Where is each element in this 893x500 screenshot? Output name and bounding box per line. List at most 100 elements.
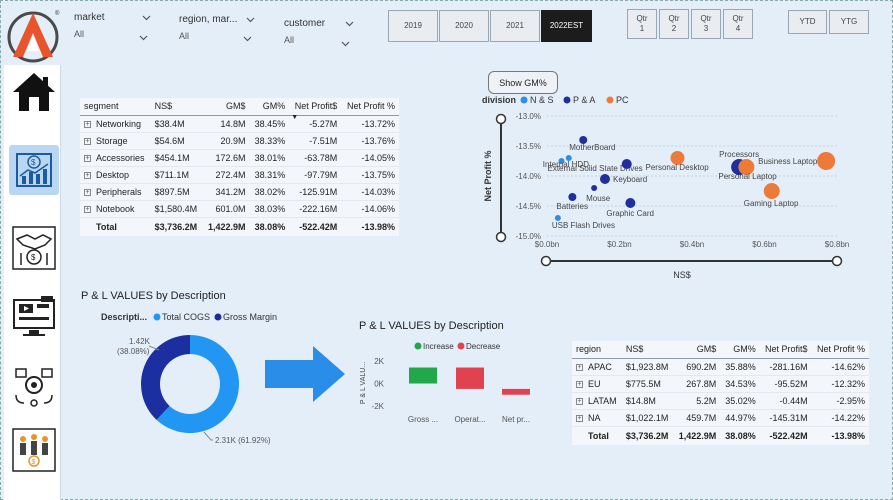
scatter-point-label: Keyboard [613,175,647,184]
scatter-point-label: Internal HDD [543,160,589,169]
year-button-2022est[interactable]: 2022EST [541,10,592,42]
expand-icon[interactable]: + [84,155,91,163]
scatter-point[interactable] [625,198,636,208]
expand-icon[interactable]: + [84,206,91,214]
segment-row[interactable]: + Networking $38.4M 14.8M 38.45% -5.27M -13.72… [80,115,399,133]
scatter-point-label: Mouse [586,194,611,203]
legend-item[interactable]: Decrease [466,342,501,351]
region-total-row: Total $3,736.2M 1,422.9M 38.08% -522.42M -13.… [572,426,869,445]
waterfall-bar[interactable] [502,388,530,395]
segment-row[interactable]: + Storage $54.6M 20.9M 38.33% -7.51M -13.76% [80,132,399,150]
region-row[interactable]: + EU $775.5M 267.8M 34.53% -95.52M -12.32% [572,375,869,393]
x-range-slider-handle[interactable] [540,255,552,267]
legend-item[interactable]: P & A [573,95,595,105]
col-header[interactable]: GM$ [673,341,721,359]
nav-finance-button[interactable]: $ [9,145,59,195]
legend-item[interactable]: N & S [530,95,554,105]
expand-icon[interactable]: + [576,364,583,372]
scatter-point[interactable] [670,151,685,165]
segment-row[interactable]: + Notebook $1,580.4M 601.0M 38.03% -222.16M -1… [80,200,399,218]
qtr-button-1[interactable]: Qtr 1 [627,9,657,39]
legend-marker [563,96,571,104]
region-row[interactable]: + LATAM $14.8M 5.2M 35.02% -0.44M -2.95% [572,392,869,410]
legend-item[interactable]: Total COGS [162,312,210,322]
col-header-sorted[interactable]: Net Profit$ ▼ [289,98,342,121]
region-row[interactable]: + APAC $1,923.8M 690.2M 35.88% -281.16M -14.62… [572,358,869,376]
y-range-slider-handle[interactable] [495,231,507,243]
year-button-2020[interactable]: 2020 [439,10,489,42]
legend-marker [520,96,528,104]
year-button-2021[interactable]: 2021 [490,10,540,42]
chevron-down-icon[interactable] [139,33,148,42]
col-header[interactable]: NS$ [621,341,674,359]
col-header[interactable]: NS$ [150,98,203,116]
col-header[interactable]: Net Profit$ [759,341,812,359]
region-slicer[interactable]: region, mar... All [179,14,259,41]
market-slicer[interactable]: market All [74,12,154,39]
scatter-point[interactable] [591,185,598,191]
qtr-label: Qtr [732,14,744,23]
customer-slicer[interactable]: customer All [284,18,364,45]
ytg-button[interactable]: YTG [829,10,869,34]
y-range-slider-handle[interactable] [495,113,507,125]
nav-executive-button[interactable]: $ [9,425,59,475]
x-tick-label: $0.6bn [752,240,776,249]
legend-item[interactable]: Increase [423,342,454,351]
scatter-point[interactable] [738,159,755,175]
nav-sales-button[interactable]: $ [9,223,59,273]
waterfall-bar[interactable] [409,367,437,384]
segment-name: Networking [96,119,142,129]
nav-marketing-button[interactable] [9,291,59,341]
nav-home-button[interactable] [9,67,59,117]
col-header[interactable]: GM$ [202,98,250,116]
col-header[interactable]: Net Profit % [811,341,869,359]
donut-slice[interactable] [156,335,239,433]
nav-rail: $ $ [4,65,61,500]
ytd-button[interactable]: YTD [788,10,827,34]
legend-item[interactable]: Gross Margin [223,312,277,322]
scatter-point[interactable] [568,193,577,201]
col-header[interactable]: GM% [249,98,290,116]
col-header[interactable]: region [572,341,622,359]
scatter-point[interactable] [817,152,836,170]
year-button-2019[interactable]: 2019 [388,10,438,42]
segment-cell: -14.06% [341,200,399,218]
expand-icon[interactable]: + [576,415,583,423]
chevron-down-icon[interactable] [246,15,255,24]
expand-icon[interactable]: + [84,121,91,129]
segment-row[interactable]: + Accessories $454.1M 172.6M 38.01% -63.78M -1… [80,149,399,167]
scatter-point[interactable] [600,174,610,184]
show-gm-button[interactable]: Show GM% [488,71,558,94]
svg-text:$: $ [31,253,36,262]
x-range-slider-handle[interactable] [831,255,843,267]
expand-icon[interactable]: + [576,381,583,389]
segment-row[interactable]: + Desktop $711.1M 272.4M 38.31% -97.79M -13.75… [80,166,399,184]
col-header[interactable]: segment [80,98,151,116]
region-row[interactable]: + NA $1,022.1M 459.7M 44.97% -145.31M -14.22% [572,409,869,427]
segment-row[interactable]: + Peripherals $897.5M 341.2M 38.02% -125.91M -… [80,183,399,201]
legend-item[interactable]: PC [616,95,629,105]
qtr-button-3[interactable]: Qtr 3 [691,9,721,39]
chevron-down-icon[interactable] [142,13,151,22]
expand-icon[interactable]: + [84,172,91,180]
qtr-button-2[interactable]: Qtr 2 [659,9,689,39]
qtr-button-4[interactable]: Qtr 4 [723,9,753,39]
donut-slice[interactable] [141,335,190,420]
col-header[interactable]: Net Profit % [341,98,399,116]
scatter-point[interactable] [565,155,572,161]
scatter-point[interactable] [554,215,561,221]
expand-icon[interactable]: + [84,189,91,197]
region-total-cell: Total [572,426,622,445]
expand-icon[interactable]: + [84,138,91,146]
chevron-down-icon[interactable] [243,34,252,43]
waterfall-bar[interactable] [456,367,484,389]
col-header[interactable]: GM% [720,341,760,359]
scatter-point[interactable] [579,136,588,144]
chevron-down-icon[interactable] [345,19,354,28]
chevron-down-icon[interactable] [341,39,350,48]
nav-supply-chain-button[interactable] [9,361,59,411]
scatter-point[interactable] [763,183,780,199]
expand-icon[interactable]: + [576,398,583,406]
scatter-point[interactable] [558,158,565,164]
scatter-point[interactable] [621,159,632,169]
